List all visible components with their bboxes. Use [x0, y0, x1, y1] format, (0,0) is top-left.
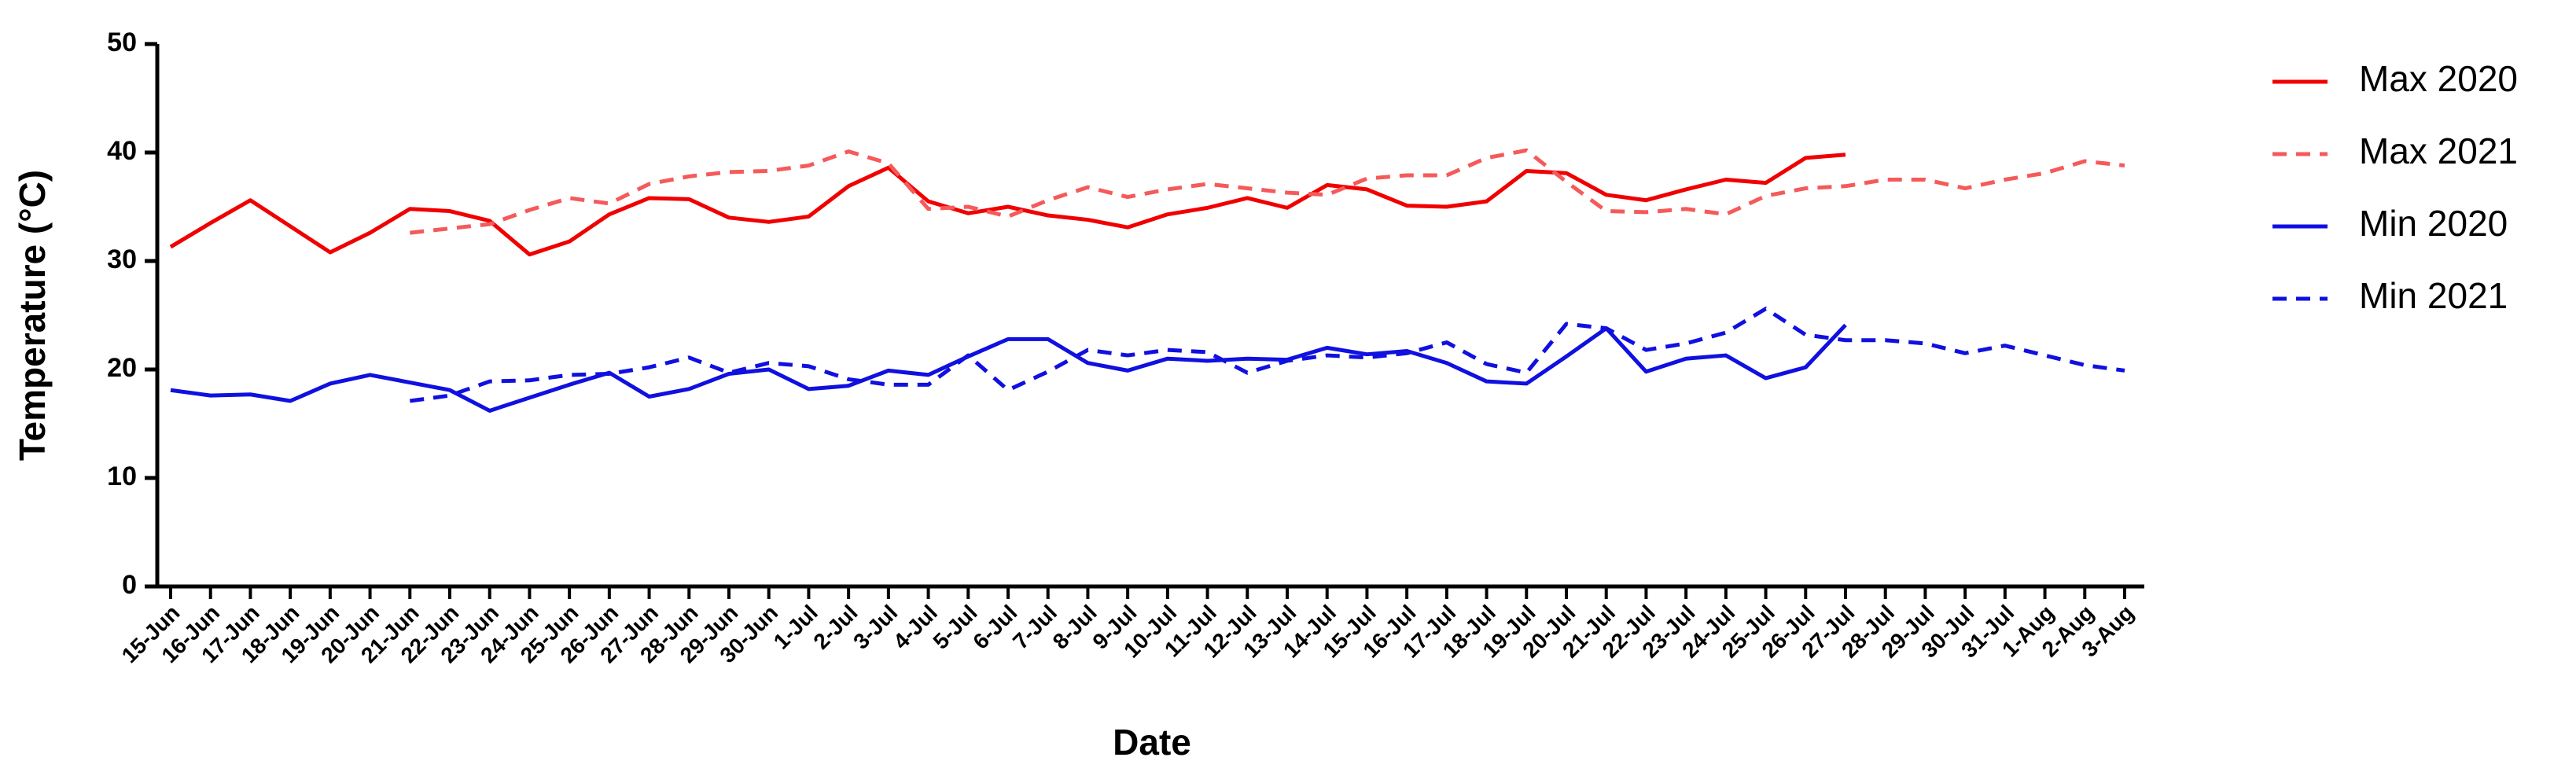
series-line	[410, 148, 2125, 235]
x-tick-label: 1-Jul	[769, 601, 822, 654]
x-tick-label: 2-Jul	[808, 601, 862, 654]
x-tick-label: 3-Jul	[848, 601, 902, 654]
legend-label: Min 2021	[2359, 275, 2508, 316]
y-tick-label: 20	[107, 353, 137, 383]
x-tick-label: 8-Jul	[1048, 601, 1102, 654]
series-line	[169, 153, 1846, 257]
legend-label: Max 2020	[2359, 58, 2518, 99]
x-axis-title: Date	[1113, 722, 1191, 763]
x-tick-label: 5-Jul	[929, 601, 982, 654]
y-tick-label: 0	[122, 570, 137, 600]
legend-label: Min 2020	[2359, 203, 2508, 244]
x-tick-label: 7-Jul	[1008, 601, 1062, 654]
x-tick-label: 4-Jul	[889, 601, 942, 654]
x-tick-label: 6-Jul	[968, 601, 1021, 654]
y-tick-label: 30	[107, 244, 137, 274]
series-line	[409, 307, 2125, 403]
y-tick-label: 50	[107, 28, 137, 57]
y-axis-title: Temperature (°C)	[12, 170, 53, 461]
series-line	[170, 323, 1847, 413]
y-tick-label: 10	[107, 461, 137, 491]
y-tick-label: 40	[107, 136, 137, 166]
legend-label: Max 2021	[2359, 130, 2518, 171]
